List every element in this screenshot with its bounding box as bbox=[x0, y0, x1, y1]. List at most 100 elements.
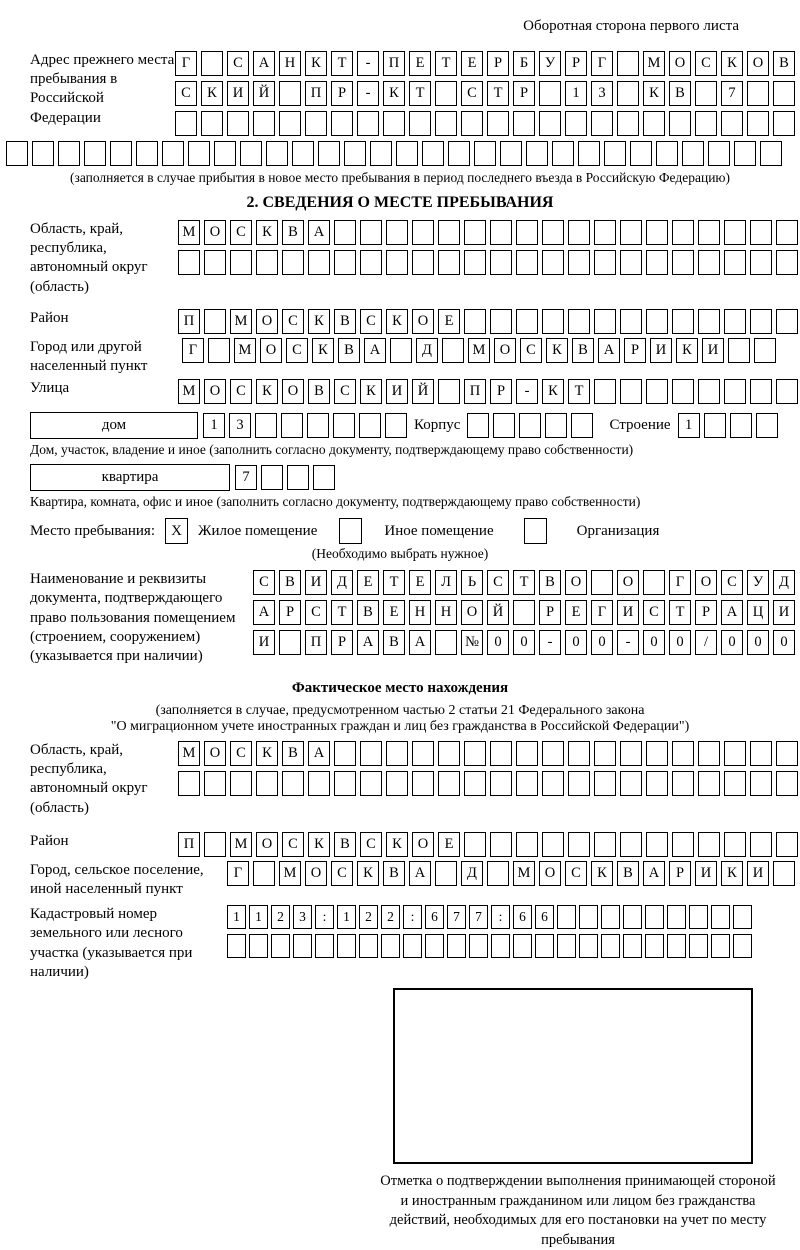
char-cell[interactable] bbox=[487, 111, 509, 136]
char-cell[interactable]: К bbox=[256, 379, 278, 405]
char-cell[interactable]: О bbox=[695, 570, 717, 596]
char-cell[interactable] bbox=[438, 220, 460, 245]
char-cell[interactable] bbox=[256, 771, 278, 797]
char-cell[interactable] bbox=[646, 220, 668, 245]
char-cell[interactable]: В bbox=[617, 860, 639, 886]
char-cell[interactable] bbox=[464, 308, 486, 334]
char-cell[interactable] bbox=[204, 250, 226, 275]
char-cell[interactable] bbox=[724, 741, 746, 767]
char-cell[interactable]: Р bbox=[565, 51, 587, 76]
char-cell[interactable] bbox=[516, 771, 538, 797]
char-cell[interactable] bbox=[279, 81, 301, 106]
char-cell[interactable] bbox=[539, 111, 561, 136]
char-cell[interactable] bbox=[542, 220, 564, 245]
char-cell[interactable]: 0 bbox=[721, 630, 743, 656]
char-cell[interactable]: П bbox=[178, 308, 200, 334]
char-cell[interactable] bbox=[568, 220, 590, 245]
char-cell[interactable]: 0 bbox=[487, 630, 509, 656]
char-cell[interactable]: С bbox=[282, 831, 304, 857]
char-cell[interactable]: К bbox=[360, 379, 382, 405]
char-cell[interactable]: И bbox=[773, 600, 795, 626]
char-cell[interactable]: Т bbox=[487, 81, 509, 106]
char-cell[interactable]: О bbox=[204, 379, 226, 405]
char-cell[interactable] bbox=[721, 111, 743, 136]
char-cell[interactable] bbox=[493, 413, 516, 439]
char-cell[interactable] bbox=[703, 413, 726, 439]
char-cell[interactable] bbox=[513, 934, 532, 959]
char-cell[interactable]: К bbox=[201, 81, 223, 106]
char-cell[interactable] bbox=[214, 141, 236, 166]
char-cell[interactable] bbox=[667, 934, 686, 959]
char-cell[interactable] bbox=[188, 141, 210, 166]
char-cell[interactable]: Г bbox=[175, 51, 197, 76]
char-cell[interactable]: М bbox=[643, 51, 665, 76]
char-cell[interactable] bbox=[698, 831, 720, 857]
char-cell[interactable] bbox=[334, 741, 356, 767]
char-cell[interactable]: 0 bbox=[773, 630, 795, 656]
char-cell[interactable] bbox=[672, 250, 694, 275]
char-cell[interactable] bbox=[425, 934, 444, 959]
char-cell[interactable] bbox=[381, 934, 400, 959]
char-cell[interactable]: 1 bbox=[249, 905, 268, 930]
char-cell[interactable] bbox=[334, 771, 356, 797]
char-cell[interactable]: Т bbox=[331, 600, 353, 626]
char-cell[interactable] bbox=[370, 141, 392, 166]
char-cell[interactable] bbox=[255, 413, 277, 439]
char-cell[interactable] bbox=[201, 111, 223, 136]
char-cell[interactable] bbox=[698, 250, 720, 275]
char-cell[interactable] bbox=[435, 860, 457, 886]
char-cell[interactable] bbox=[204, 771, 226, 797]
char-cell[interactable] bbox=[412, 771, 434, 797]
char-cell[interactable] bbox=[617, 51, 639, 76]
char-cell[interactable]: Е bbox=[357, 570, 379, 596]
char-cell[interactable] bbox=[672, 220, 694, 245]
char-cell[interactable] bbox=[409, 111, 431, 136]
char-cell[interactable]: 7 bbox=[469, 905, 488, 930]
char-cell[interactable]: Ь bbox=[461, 570, 483, 596]
char-cell[interactable]: В bbox=[334, 308, 356, 334]
char-cell[interactable] bbox=[438, 771, 460, 797]
char-cell[interactable]: Р bbox=[669, 860, 691, 886]
char-cell[interactable]: 1 bbox=[565, 81, 587, 106]
char-cell[interactable]: К bbox=[386, 308, 408, 334]
char-cell[interactable]: Н bbox=[279, 51, 301, 76]
char-cell[interactable] bbox=[318, 141, 340, 166]
char-cell[interactable]: О bbox=[494, 337, 516, 363]
char-cell[interactable] bbox=[386, 741, 408, 767]
char-cell[interactable]: С bbox=[230, 379, 252, 405]
char-cell[interactable]: В bbox=[282, 220, 304, 245]
char-cell[interactable]: 7 bbox=[447, 905, 466, 930]
char-cell[interactable]: 0 bbox=[643, 630, 665, 656]
char-cell[interactable]: Р bbox=[490, 379, 512, 405]
char-cell[interactable]: : bbox=[403, 905, 422, 930]
char-cell[interactable]: М bbox=[468, 337, 490, 363]
char-cell[interactable]: 0 bbox=[591, 630, 613, 656]
char-cell[interactable]: Т bbox=[513, 570, 535, 596]
char-cell[interactable]: М bbox=[230, 831, 252, 857]
char-cell[interactable] bbox=[412, 220, 434, 245]
char-cell[interactable] bbox=[334, 220, 356, 245]
char-cell[interactable] bbox=[292, 141, 314, 166]
char-cell[interactable]: К bbox=[308, 831, 330, 857]
char-cell[interactable] bbox=[344, 141, 366, 166]
char-cell[interactable] bbox=[516, 741, 538, 767]
char-cell[interactable] bbox=[435, 81, 457, 106]
char-cell[interactable] bbox=[542, 250, 564, 275]
char-cell[interactable] bbox=[386, 771, 408, 797]
char-cell[interactable] bbox=[646, 379, 668, 405]
char-cell[interactable]: Е bbox=[383, 600, 405, 626]
char-cell[interactable]: Г bbox=[669, 570, 691, 596]
char-cell[interactable] bbox=[204, 308, 226, 334]
char-cell[interactable]: О bbox=[539, 860, 561, 886]
char-cell[interactable] bbox=[645, 905, 664, 930]
char-cell[interactable] bbox=[357, 111, 379, 136]
residential-checkbox[interactable]: X bbox=[165, 518, 188, 545]
char-cell[interactable]: М bbox=[234, 337, 256, 363]
char-cell[interactable]: - bbox=[516, 379, 538, 405]
char-cell[interactable] bbox=[620, 831, 642, 857]
char-cell[interactable] bbox=[646, 250, 668, 275]
char-cell[interactable] bbox=[287, 465, 309, 491]
char-cell[interactable]: 1 bbox=[677, 413, 700, 439]
char-cell[interactable] bbox=[253, 860, 275, 886]
char-cell[interactable] bbox=[773, 111, 795, 136]
